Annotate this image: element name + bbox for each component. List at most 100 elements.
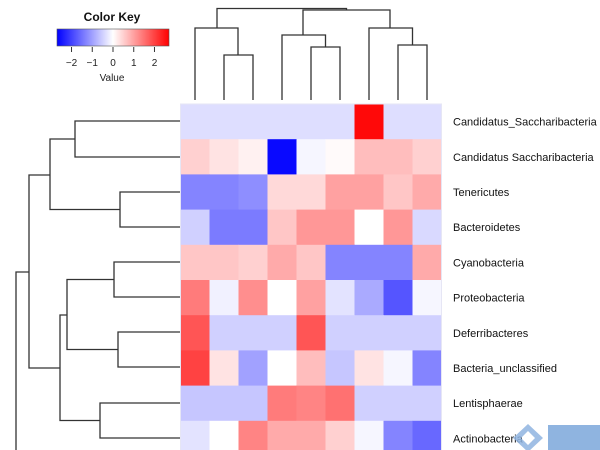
heatmap-cell [267, 420, 297, 450]
row-dendrogram-lines [15, 120, 180, 450]
heatmap-cell [209, 174, 239, 211]
heatmap-cells [180, 103, 442, 450]
color-key-bar [56, 28, 170, 47]
heatmap-cell [209, 209, 239, 246]
heatmap-cell [412, 139, 442, 175]
heatmap-cell [354, 244, 384, 281]
heatmap-cell [180, 104, 210, 140]
heatmap-cell [267, 280, 297, 316]
heatmap-cell [383, 315, 413, 351]
row-label: Lentisphaerae [453, 398, 523, 410]
heatmap-cell [238, 280, 268, 316]
column-dendrogram-lines [194, 7, 428, 100]
heatmap-cell [209, 315, 239, 351]
heatmap-cell [412, 244, 442, 281]
heatmap-cell [180, 174, 210, 211]
color-key-title: Color Key [84, 10, 141, 24]
heatmap-cell [325, 104, 355, 140]
heatmap-cell [412, 385, 442, 422]
heatmap-cell [354, 280, 384, 316]
heatmap-cell [354, 315, 384, 351]
heatmap-cell [354, 385, 384, 422]
heatmap-cell [180, 315, 210, 351]
color-key-tick-label: 2 [152, 58, 158, 69]
heatmap-cell [238, 420, 268, 450]
watermark [513, 424, 600, 450]
heatmap-cell [267, 139, 297, 175]
row-label: Actinobacteria [453, 433, 524, 445]
row-label: Cyanobacteria [453, 257, 525, 269]
heatmap-cell [238, 385, 268, 422]
heatmap-cell [267, 244, 297, 281]
heatmap-cell [383, 350, 413, 387]
heatmap-cell [354, 209, 384, 246]
heatmap-cell [209, 385, 239, 422]
heatmap-cell [354, 350, 384, 387]
color-key-tick-label: 0 [110, 58, 116, 69]
heatmap-cell [238, 174, 268, 211]
heatmap-cell [412, 104, 442, 140]
heatmap-cell [354, 420, 384, 450]
heatmap-cell [354, 139, 384, 175]
heatmap-cell [383, 280, 413, 316]
heatmap-cell [325, 209, 355, 246]
heatmap-cell [238, 104, 268, 140]
heatmap-cell [296, 350, 326, 387]
heatmap-cell [209, 350, 239, 387]
heatmap-cell [412, 209, 442, 246]
heatmap-cell [267, 174, 297, 211]
row-label: Tenericutes [453, 187, 510, 199]
heatmap-cell [325, 280, 355, 316]
heatmap-cell [296, 174, 326, 211]
heatmap-cell [296, 420, 326, 450]
heatmap-cell [383, 385, 413, 422]
heatmap-cell [296, 315, 326, 351]
heatmap-cell [180, 139, 210, 175]
heatmap-cell [296, 385, 326, 422]
heatmap-cell [180, 244, 210, 281]
heatmap-cell [383, 104, 413, 140]
heatmap-cell [180, 280, 210, 316]
heatmap-cell [325, 420, 355, 450]
heatmap-cell [412, 420, 442, 450]
color-key-tick-label: 1 [131, 58, 137, 69]
heatmap-cell [267, 104, 297, 140]
color-key-tick-label: −1 [87, 58, 99, 69]
heatmap-cell [412, 174, 442, 211]
heatmap-cell [238, 315, 268, 351]
row-dendrogram [15, 120, 180, 450]
heatmap-cell [267, 209, 297, 246]
heatmap-cell [325, 315, 355, 351]
heatmap-cell [412, 350, 442, 387]
heatmap-cell [296, 104, 326, 140]
heatmap-cell [267, 315, 297, 351]
watermark-box [548, 425, 600, 450]
row-label: Proteobacteria [453, 293, 525, 305]
row-label: Deferribacteres [453, 328, 529, 340]
heatmap-cell [209, 139, 239, 175]
row-label: Bacteroidetes [453, 222, 521, 234]
heatmap-cell [209, 244, 239, 281]
heatmap-cell [325, 139, 355, 175]
heatmap-cell [325, 244, 355, 281]
heatmap-cell [209, 280, 239, 316]
heatmap-cell [296, 244, 326, 281]
heatmap-cell [325, 385, 355, 422]
color-key-tick-label: −2 [66, 58, 78, 69]
heatmap-cell [238, 350, 268, 387]
heatmap-cell [325, 350, 355, 387]
heatmap-cell [383, 244, 413, 281]
heatmap-cell [238, 244, 268, 281]
heatmap-cell [267, 350, 297, 387]
column-dendrogram [194, 7, 428, 100]
heatmap-cell [325, 174, 355, 211]
heatmap-cell [383, 420, 413, 450]
heatmap-cell [296, 139, 326, 175]
heatmap-cell [238, 139, 268, 175]
heatmap-cell [180, 350, 210, 387]
row-label: Candidatus Saccharibacteria [453, 152, 595, 164]
color-key-xlabel: Value [100, 73, 125, 84]
heatmap-cell [238, 209, 268, 246]
heatmap-cell [383, 174, 413, 211]
heatmap-cell [412, 280, 442, 316]
